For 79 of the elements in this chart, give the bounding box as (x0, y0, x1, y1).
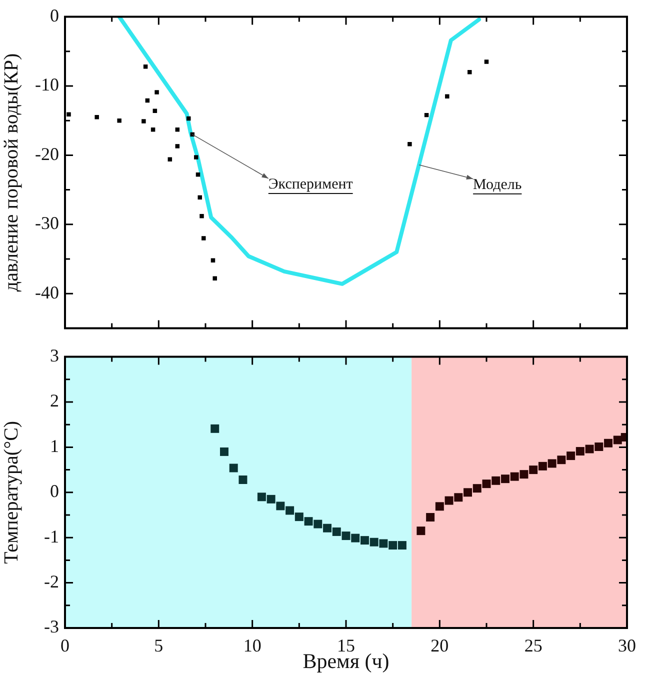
point (142, 119, 146, 124)
point (351, 534, 360, 542)
point (585, 444, 594, 454)
point (472, 484, 482, 493)
point (257, 492, 266, 502)
point (379, 539, 388, 548)
point (464, 488, 472, 497)
point (294, 512, 304, 522)
point (342, 532, 350, 540)
point (210, 424, 220, 433)
point (212, 276, 217, 280)
point (276, 502, 285, 510)
point (370, 538, 378, 546)
point (529, 466, 538, 474)
point (482, 480, 491, 488)
y-tick-label: 0 (50, 6, 59, 26)
point (548, 459, 556, 468)
point (238, 476, 248, 484)
point (454, 493, 463, 502)
point (566, 452, 576, 460)
y-tick-label: -2 (44, 572, 59, 592)
point (416, 526, 426, 536)
point (408, 142, 412, 146)
point (426, 513, 435, 522)
y-tick-label: -20 (35, 144, 59, 164)
y-axis-title: давление поровой воды(КР) (0, 53, 22, 292)
y-tick-label: -10 (35, 74, 59, 95)
point (500, 474, 510, 484)
point (154, 90, 159, 94)
point (360, 536, 369, 545)
point (202, 236, 206, 240)
point (594, 442, 604, 451)
y-tick-label: -40 (35, 282, 59, 302)
point (194, 155, 198, 160)
point (388, 541, 398, 550)
point (576, 447, 584, 456)
point (613, 436, 622, 444)
y-axis-title: Температура(°C) (0, 420, 22, 564)
point (557, 456, 566, 464)
point (435, 502, 444, 511)
y-tick-label: -3 (44, 616, 59, 637)
x-tick-label: 30 (618, 636, 636, 656)
point (444, 496, 454, 505)
point (398, 541, 406, 550)
y-tick-label: 1 (50, 436, 59, 456)
point (468, 70, 472, 74)
point (220, 447, 228, 456)
x-tick-label: 25 (524, 636, 542, 656)
point (117, 118, 122, 123)
point (510, 472, 519, 481)
point (314, 520, 322, 528)
point (186, 116, 191, 121)
point (332, 527, 341, 536)
point (168, 157, 172, 162)
y-tick-label: -1 (44, 526, 59, 546)
y-tick-label: 3 (50, 346, 59, 366)
point (445, 94, 450, 98)
point (520, 470, 528, 479)
y-tick-label: 2 (50, 390, 59, 411)
point (323, 524, 332, 532)
y-tick-label: -30 (35, 213, 59, 234)
point (304, 517, 313, 526)
point (286, 506, 294, 515)
x-tick-label: 10 (243, 636, 262, 656)
point (175, 144, 180, 148)
annotation: Эксперимент (268, 176, 354, 192)
point (94, 115, 99, 120)
point (538, 462, 547, 470)
point (200, 214, 204, 218)
point (484, 60, 489, 64)
x-tick-label: 20 (430, 636, 449, 656)
point (492, 476, 500, 485)
point (66, 112, 71, 116)
point (604, 438, 613, 448)
point (229, 464, 238, 472)
annotation: Модель (473, 176, 522, 193)
x-tick-label: 5 (154, 636, 164, 656)
y-tick-label: 0 (50, 481, 59, 502)
point (266, 494, 276, 504)
